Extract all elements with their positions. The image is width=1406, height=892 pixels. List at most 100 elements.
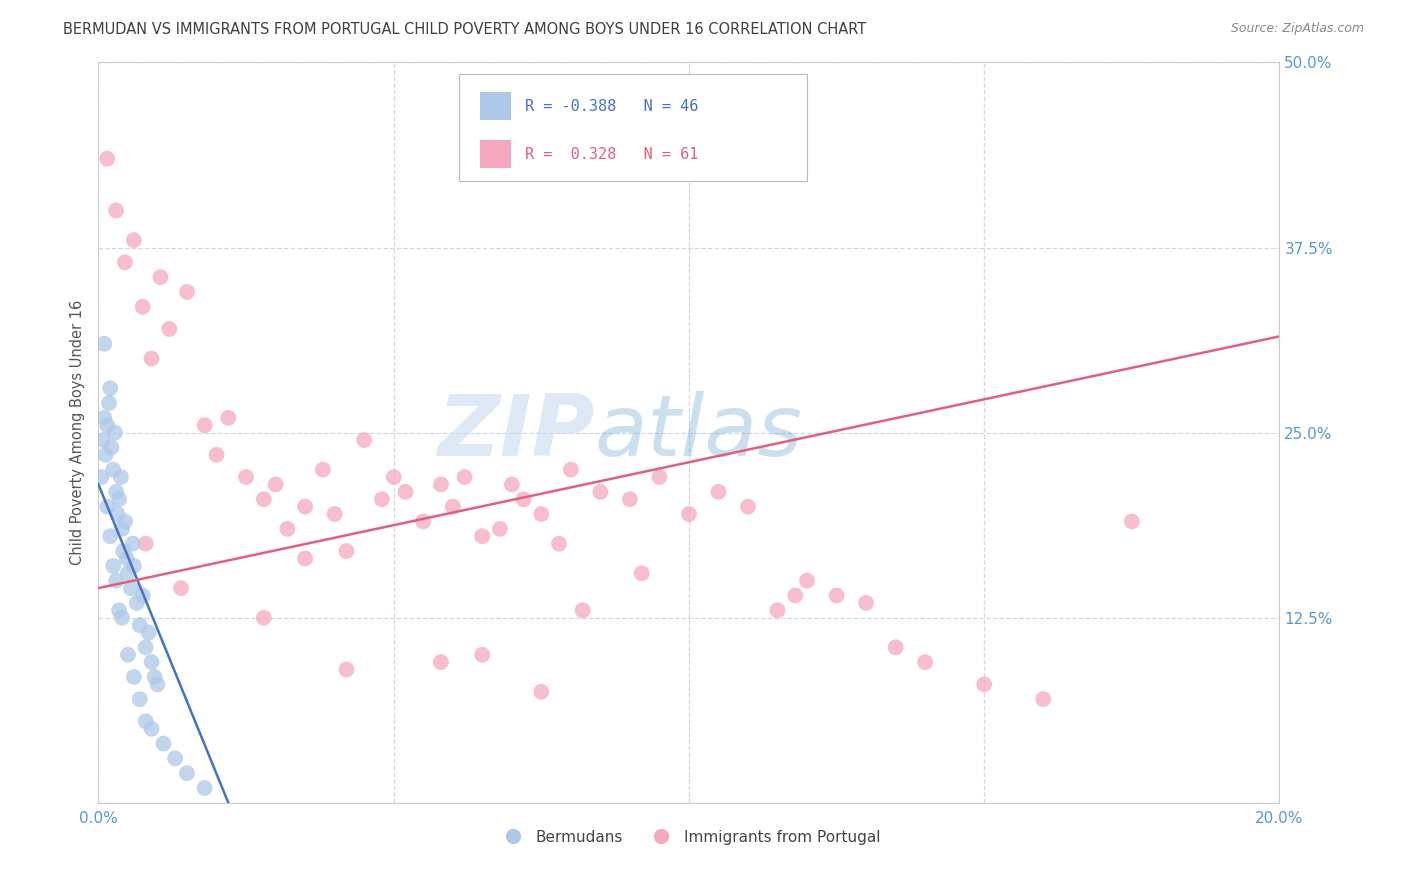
Point [471, 648, 494, 662]
Point [98, 381, 121, 395]
Point [170, 581, 193, 595]
Point [453, 470, 475, 484]
Point [530, 507, 553, 521]
Text: BERMUDAN VS IMMIGRANTS FROM PORTUGAL CHILD POVERTY AMONG BOYS UNDER 16 CORRELATI: BERMUDAN VS IMMIGRANTS FROM PORTUGAL CHI… [63, 22, 866, 37]
Point [132, 300, 155, 314]
Point [276, 522, 298, 536]
Point [98, 396, 121, 410]
Point [707, 484, 730, 499]
Point [143, 670, 166, 684]
Point [884, 640, 907, 655]
Point [135, 640, 157, 655]
Point [335, 544, 357, 558]
Point [120, 581, 142, 595]
Point [1121, 515, 1143, 529]
Point [96, 152, 118, 166]
Point [114, 255, 136, 269]
Point [1032, 692, 1054, 706]
Point [117, 566, 139, 581]
Point [125, 596, 148, 610]
Point [135, 536, 157, 550]
Point [353, 433, 375, 447]
Point [235, 470, 257, 484]
Point [103, 462, 125, 476]
Point [825, 589, 848, 603]
Point [90, 470, 112, 484]
Point [294, 551, 316, 566]
Point [96, 500, 118, 514]
Point [253, 492, 276, 507]
Point [105, 203, 128, 218]
Point [412, 515, 434, 529]
Point [105, 507, 128, 521]
Point [501, 477, 523, 491]
Point [112, 544, 135, 558]
Point [94, 448, 117, 462]
Point [100, 441, 122, 455]
Point [430, 477, 453, 491]
Point [108, 603, 131, 617]
Point [98, 529, 121, 543]
Point [122, 558, 145, 573]
Text: R =  0.328   N = 61: R = 0.328 N = 61 [526, 147, 699, 161]
Point [132, 589, 155, 603]
Point [441, 500, 464, 514]
Point [194, 418, 217, 433]
Point [115, 551, 138, 566]
Point [648, 470, 671, 484]
Point [571, 603, 593, 617]
Point [382, 470, 405, 484]
Point [264, 477, 287, 491]
Point [165, 751, 187, 765]
Point [678, 507, 700, 521]
Point [122, 233, 145, 247]
Point [111, 610, 134, 624]
Legend: Bermudans, Immigrants from Portugal: Bermudans, Immigrants from Portugal [491, 823, 887, 851]
Point [117, 648, 139, 662]
Point [471, 529, 494, 543]
Point [512, 492, 534, 507]
Point [548, 536, 571, 550]
Point [104, 425, 127, 440]
Point [114, 515, 136, 529]
Point [176, 766, 198, 780]
Point [430, 655, 453, 669]
FancyBboxPatch shape [479, 92, 512, 120]
Point [489, 522, 512, 536]
Point [312, 462, 335, 476]
Point [560, 462, 582, 476]
Point [141, 351, 163, 366]
Point [855, 596, 877, 610]
Point [371, 492, 394, 507]
Point [205, 448, 228, 462]
Point [105, 484, 128, 499]
Point [135, 714, 157, 729]
Point [253, 610, 276, 624]
Point [785, 589, 807, 603]
Point [111, 522, 134, 536]
Point [110, 470, 132, 484]
Point [128, 618, 150, 632]
Point [146, 677, 169, 691]
Point [103, 558, 125, 573]
Point [394, 484, 416, 499]
Point [335, 663, 357, 677]
Point [766, 603, 789, 617]
Point [96, 418, 118, 433]
Point [737, 500, 759, 514]
Point [914, 655, 936, 669]
Point [149, 270, 172, 285]
Text: R = -0.388   N = 46: R = -0.388 N = 46 [526, 99, 699, 113]
Point [121, 536, 143, 550]
Point [105, 574, 128, 588]
Point [973, 677, 995, 691]
Point [93, 336, 115, 351]
Point [194, 780, 217, 795]
Point [323, 507, 346, 521]
Point [128, 692, 150, 706]
Point [93, 410, 115, 425]
Point [176, 285, 198, 299]
Point [152, 737, 174, 751]
Text: atlas: atlas [595, 391, 803, 475]
Point [122, 670, 145, 684]
